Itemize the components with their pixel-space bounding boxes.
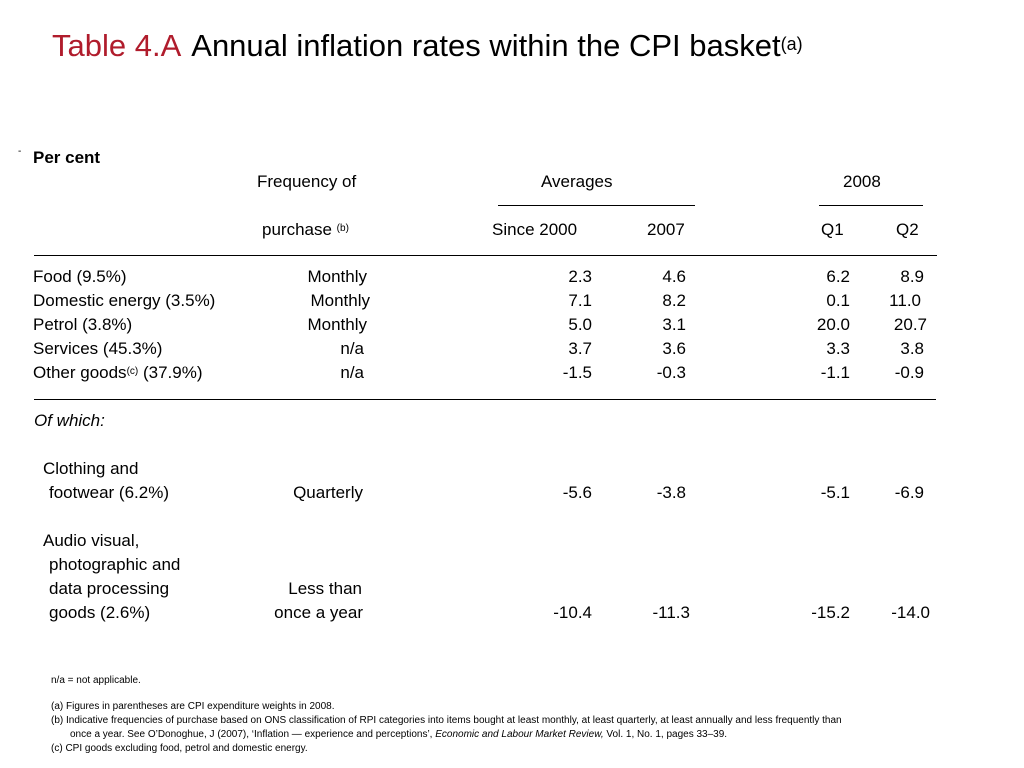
row-label: Services (45.3%) [33, 339, 163, 358]
purchase-footnote-marker: (b) [336, 223, 349, 234]
header-averages: Averages [541, 172, 613, 191]
row-label-line1: Audio visual, [43, 531, 140, 550]
title-footnote-marker: (a) [780, 34, 803, 54]
2008-underline [819, 205, 923, 206]
header-purchase-text: purchase [262, 220, 332, 239]
row-frequency: Monthly [307, 267, 367, 286]
row-frequency: Monthly [307, 315, 367, 334]
footnote-a: (a) Figures in parentheses are CPI expen… [51, 701, 335, 712]
value-q2: 3.8 [900, 339, 924, 358]
bullet-dash: - [18, 146, 22, 157]
row-label: Food (9.5%) [33, 267, 127, 286]
value-2007: 3.6 [662, 339, 686, 358]
averages-underline [498, 205, 695, 206]
value-q2: -6.9 [894, 483, 924, 502]
value-2007: -3.8 [656, 483, 686, 502]
footnote-b-text: once a year. See O’Donoghue, J (2007), ‘… [70, 729, 436, 740]
unit-label: Per cent [33, 148, 101, 167]
value-q2: -14.0 [891, 603, 930, 622]
value-q2: 8.9 [900, 267, 924, 286]
row-label-line2: footwear (6.2%) [49, 483, 169, 502]
table-number: Table 4.A [52, 28, 182, 63]
value-since-2000: 5.0 [568, 315, 592, 334]
header-purchase: purchase (b) [262, 220, 349, 240]
footnote-na: n/a = not applicable. [51, 675, 141, 686]
value-since-2000: -1.5 [562, 363, 592, 382]
header-frequency: Frequency of [257, 172, 357, 191]
header-rule [34, 255, 937, 256]
header-2008: 2008 [843, 172, 881, 191]
value-q1: -1.1 [820, 363, 850, 382]
page-title: Table 4.A Annual inflation rates within t… [52, 28, 803, 64]
header-2007: 2007 [647, 220, 685, 239]
row-frequency: n/a [340, 339, 364, 358]
footnote-b-line1: (b) Indicative frequencies of purchase b… [51, 715, 842, 726]
row-frequency-line1: Less than [288, 579, 362, 598]
value-q1: -15.2 [811, 603, 850, 622]
footnote-b-citation: Vol. 1, No. 1, pages 33–39. [603, 729, 728, 740]
value-q1: 20.0 [816, 315, 850, 334]
footnote-b-journal: Economic and Labour Market Review, [435, 729, 604, 740]
header-q1: Q1 [821, 220, 844, 239]
row-label: Petrol (3.8%) [33, 315, 133, 334]
header-q2: Q2 [896, 220, 919, 239]
value-2007: -11.3 [652, 603, 691, 622]
row-label-line2: photographic and [49, 555, 181, 574]
row-frequency: n/a [340, 363, 364, 382]
row-label-line3: data processing [49, 579, 170, 598]
value-2007: 3.1 [662, 315, 686, 334]
footnote-b-line2: once a year. See O’Donoghue, J (2007), ‘… [70, 729, 727, 741]
row-label: Other goods(c) (37.9%) [33, 363, 202, 383]
value-2007: -0.3 [656, 363, 686, 382]
value-2007: 8.2 [662, 291, 686, 310]
header-since-2000: Since 2000 [492, 220, 578, 239]
footnote-c: (c) CPI goods excluding food, petrol and… [51, 743, 308, 754]
row-label-line4: goods (2.6%) [49, 603, 151, 622]
other-goods-footnote-marker: (c) [126, 366, 139, 377]
row-frequency: Quarterly [293, 483, 363, 502]
value-q2: 20.7 [893, 315, 927, 334]
value-q2: -0.9 [894, 363, 924, 382]
value-q1: 6.2 [826, 267, 850, 286]
value-since-2000: 7.1 [568, 291, 592, 310]
value-since-2000: -10.4 [553, 603, 592, 622]
of-which-label: Of which: [34, 411, 105, 430]
row-label-text: Other goods [33, 363, 127, 382]
value-since-2000: 3.7 [568, 339, 592, 358]
row-label-line1: Clothing and [43, 459, 139, 478]
row-label-weight: (37.9%) [138, 363, 203, 382]
row-frequency-line2: once a year [274, 603, 363, 622]
section-rule [34, 399, 936, 400]
value-since-2000: -5.6 [562, 483, 592, 502]
row-label: Domestic energy (3.5%) [33, 291, 216, 310]
table-title: Annual inflation rates within the CPI ba… [191, 28, 781, 63]
value-q1: 0.1 [826, 291, 850, 310]
value-q1: 3.3 [826, 339, 850, 358]
row-frequency: Monthly [310, 291, 370, 310]
value-2007: 4.6 [662, 267, 686, 286]
value-since-2000: 2.3 [568, 267, 592, 286]
value-q1: -5.1 [820, 483, 850, 502]
value-q2: 11.0 [889, 291, 921, 310]
